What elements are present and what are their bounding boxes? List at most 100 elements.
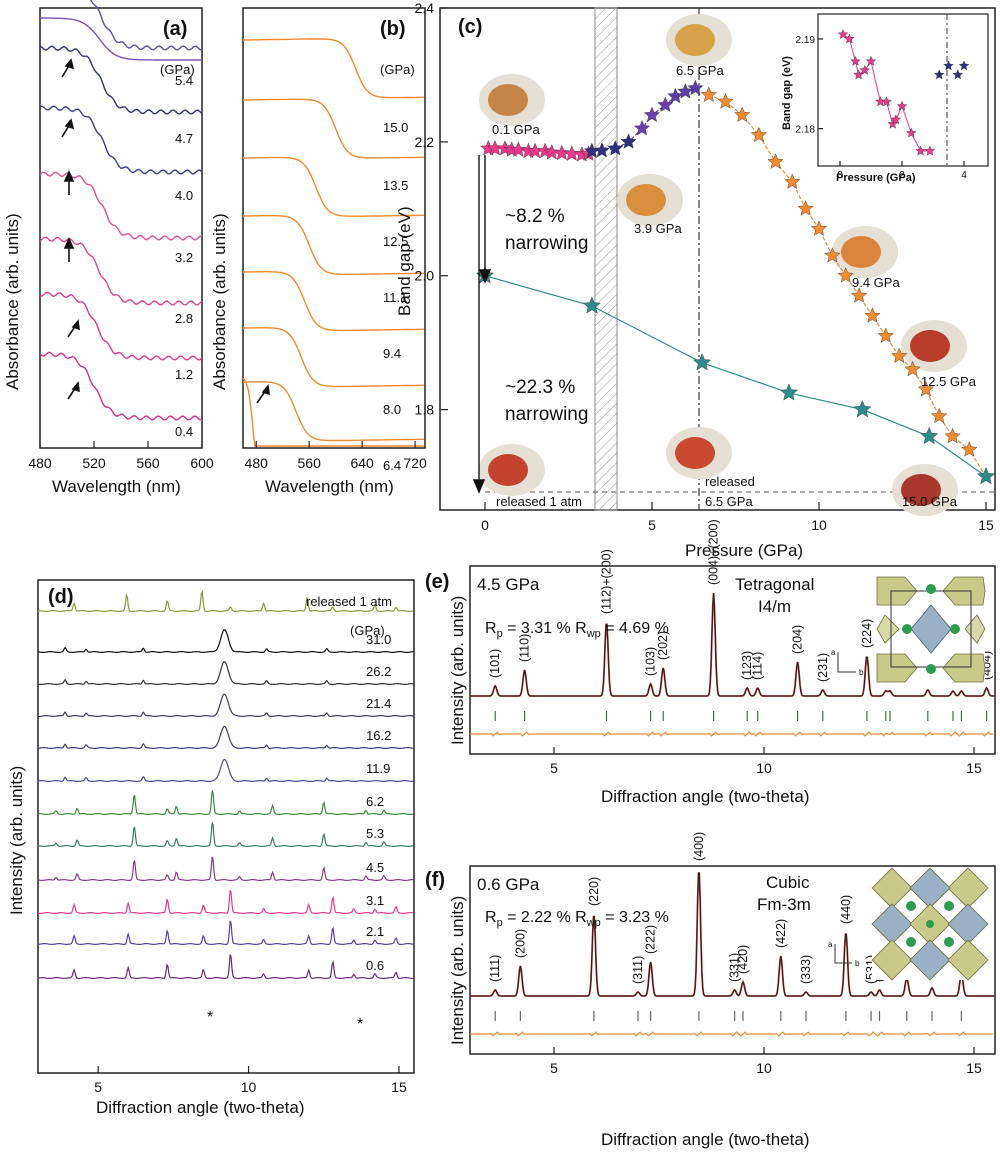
panel-a-curve-0.4gpa: [39, 351, 203, 421]
bandgap-point-2-12: [877, 327, 894, 343]
panel-b-pressure-label-6.4: 6.4: [383, 458, 401, 473]
bandgap-point-1-7: [667, 87, 684, 104]
panel-b-curve-6.4: [242, 377, 425, 447]
panel-a-ylabel: Absorbance (arb. units): [3, 213, 22, 390]
e-hkl-label-1: (110): [518, 634, 532, 662]
panel-e-ylabel: Intensity (arb. units): [448, 596, 467, 745]
inset-xlabel: Pressure (GPa): [836, 172, 916, 184]
panel-e-frame: [469, 565, 996, 755]
cubic-structure-image: [871, 867, 989, 981]
bandgap-point-2-4: [767, 153, 784, 169]
bandgap-point-2-8: [824, 247, 841, 263]
bandgap-point-2-18: [961, 441, 978, 457]
bandgap-point-2-17: [944, 427, 961, 444]
panel-c-frame: [439, 7, 996, 511]
bandgap-point-2-15: [917, 380, 934, 397]
inset-xtick-label-2: 2: [899, 170, 905, 181]
panel-d-pressure-label-21.4: 21.4: [366, 696, 391, 711]
panel-b-pressure-label-13.5: 13.5: [383, 178, 408, 193]
panel-a-curve-top: [40, 17, 202, 61]
xrd-pattern-6.2: [37, 790, 414, 816]
panel-b-pressure-label-15.0: 15.0: [383, 120, 408, 135]
inset-point-pink-9: [890, 114, 902, 125]
panel-d-frame: [37, 579, 415, 1074]
panel-e-phase: Tetragonal: [735, 575, 814, 594]
panel-b: (b) (GPa) 6.4 8.0 9.4 11.1 12.5 13.5 15.0 480 5…: [210, 7, 427, 496]
inset-xtick-label-4: 4: [961, 170, 967, 181]
panel-b-frame: [242, 7, 426, 449]
narrowing-arrows: [472, 155, 492, 494]
e-hkl-label-6: (123): [740, 651, 754, 680]
sample-photo-crystal-1: [675, 24, 715, 56]
inset-xtick-label-0: 0: [837, 170, 843, 181]
bandgap-point-3-3: [779, 383, 798, 401]
panel-a-curve-5.4gpa: [90, 0, 203, 51]
bandgap-point-0-9: [553, 144, 570, 161]
panel-c-ylabel: Band gap (eV): [395, 206, 414, 316]
panel-f-xlabel: Diffraction angle (two-theta): [601, 1130, 810, 1149]
inset-point-pink-13: [924, 145, 936, 156]
panel-e-rfactors: Rp = 3.31 % Rwp = 4.69 %: [485, 620, 669, 640]
panel-d-pressure-label-11.9: 11.9: [366, 761, 390, 776]
f-hkl-label-1: (200): [513, 929, 527, 958]
bandgap-point-2-16: [931, 407, 948, 424]
panel-c-letter: (c): [458, 16, 482, 38]
f-hkl-label-5: (400): [692, 832, 706, 861]
f-xtick-label-10: 10: [756, 1060, 772, 1076]
panel-f-ylabel: Intensity (arb. units): [448, 896, 467, 1045]
f-hkl-label-4: (222): [644, 925, 658, 954]
bandgap-point-3-1: [582, 296, 601, 314]
panel-c-xtick-label-0: 0: [481, 517, 489, 533]
photo-label-released-1atm: released 1 atm: [496, 494, 582, 509]
e-xtick-label-10: 10: [756, 760, 772, 776]
inset-point-pink-12: [915, 145, 926, 156]
panel-a-pressure-label-4.0: 4.0: [175, 188, 193, 203]
inset-ytick-label-2.18: 2.18: [796, 125, 816, 136]
panel-b-pressure-label-11.1: 11.1: [383, 290, 407, 305]
panel-d-pressure-label-3.1: 3.1: [366, 893, 384, 908]
panel-a-unit: (GPa): [160, 62, 195, 77]
panel-f-group: Fm-3m: [757, 895, 811, 914]
photo-label-0.1: 0.1 GPa: [492, 122, 540, 137]
panel-e-pressure: 4.5 GPa: [477, 575, 540, 594]
bandgap-line-2: [708, 94, 987, 477]
bandgap-point-3-5: [920, 426, 939, 445]
panel-b-curve-15.0: [243, 98, 425, 159]
bandgap-point-0-4: [510, 141, 527, 157]
panel-c-inset: 0 2 4 2.18 2.19 Pressure (GPa) Band gap (eV): [781, 13, 989, 184]
panel-a-curve-4.7gpa: [39, 45, 203, 115]
bandgap-point-1-9: [687, 79, 704, 96]
panel-d-xtick-label-10: 10: [241, 1079, 257, 1095]
e-hkl-label-2: (112)+(200): [600, 549, 614, 614]
panel-f-frame: [469, 865, 996, 1055]
f-hkl-label-8: (422): [774, 919, 788, 948]
panel-a-frame: [39, 7, 203, 449]
f-hkl-label-6: (331): [728, 953, 742, 982]
bandgap-point-2-9: [837, 267, 854, 283]
bandgap-point-2-6: [797, 200, 814, 216]
panel-b-xtick-label-560: 560: [298, 455, 322, 471]
narrowing-22.3-value: ~22.3 %: [505, 377, 575, 398]
inset-point-pink-2: [850, 55, 861, 66]
panel-b-curve-8.0: [243, 381, 425, 442]
bandgap-point-2-1: [717, 93, 734, 109]
panel-a-curve-2.8gpa: [39, 236, 203, 306]
bandgap-point-1-3: [620, 133, 637, 149]
bandgap-point-1-8: [677, 83, 694, 99]
panel-b-letter: (b): [380, 18, 406, 40]
panel-b-curve-top: [243, 38, 425, 99]
panel-f-phase: Cubic: [766, 873, 810, 892]
panel-b-curve-12.5: [243, 215, 425, 275]
panel-e-axis-a: a: [831, 648, 836, 657]
panel-a-pressure-label-3.2: 3.2: [175, 250, 193, 265]
f-difference-curve: [470, 1031, 993, 1037]
e-hkl-label-3: (103): [644, 647, 658, 676]
narrowing-8.2-label: narrowing: [505, 233, 588, 254]
panel-f-rfactors: Rp = 2.22 % Rwp = 3.23 %: [485, 909, 669, 929]
panel-c-xtick-label-10: 10: [811, 517, 827, 533]
panel-a-xtick-label-600: 600: [190, 455, 214, 471]
xrd-pattern-2.1: [37, 920, 414, 946]
panel-c-ytick-label-2.4: 2.4: [415, 0, 435, 16]
panel-b-xtick-label-480: 480: [245, 455, 269, 471]
bandgap-point-3-4: [853, 400, 872, 418]
